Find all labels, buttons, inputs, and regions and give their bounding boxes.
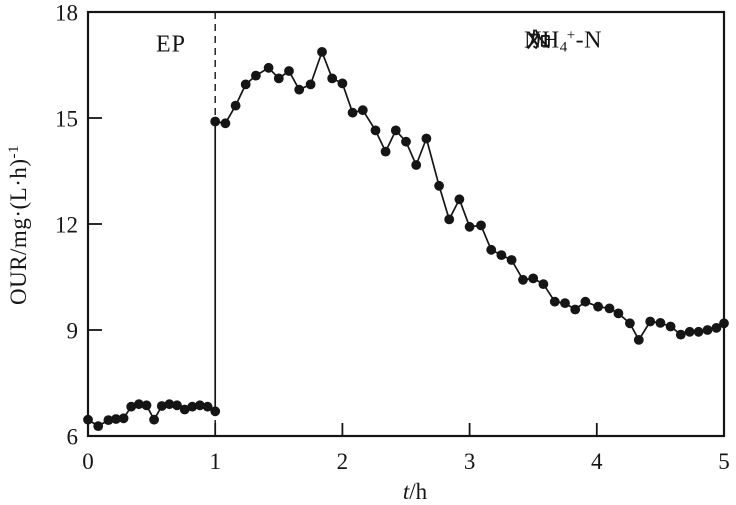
our-data-point xyxy=(179,404,190,415)
our-data-point xyxy=(580,296,591,307)
y-tick-label: 12 xyxy=(55,213,78,238)
our-data-point xyxy=(337,78,348,89)
our-series-line xyxy=(87,51,725,427)
our-data-point xyxy=(444,214,455,225)
x-tick-label: 1 xyxy=(209,449,221,474)
y-tick-label: 6 xyxy=(67,425,79,450)
our-data-point xyxy=(390,125,401,136)
our-data-point xyxy=(357,105,368,116)
our-data-point xyxy=(347,107,358,118)
our-data-point xyxy=(560,298,570,308)
x-axis-title-variable: t xyxy=(402,479,410,504)
our-data-point xyxy=(570,304,581,315)
our-data-point xyxy=(625,318,635,329)
our-data-point xyxy=(172,400,182,411)
x-tick-label: 4 xyxy=(591,449,603,474)
x-tick-label: 2 xyxy=(337,449,349,474)
our-data-point xyxy=(156,401,167,411)
dose-label-mid: -N xyxy=(575,27,602,54)
our-data-point xyxy=(496,250,507,260)
our-data-point xyxy=(149,414,160,425)
our-data-point xyxy=(370,125,381,136)
our-data-point xyxy=(518,274,528,285)
our-data-point xyxy=(411,160,422,170)
our-data-point xyxy=(263,62,274,73)
x-tick-label: 0 xyxy=(82,449,94,474)
y-tick-label: 9 xyxy=(67,319,79,344)
our-data-point xyxy=(434,180,444,191)
ammonium-addition-label: NH4+-N xyxy=(524,28,602,57)
y-tick-label: 15 xyxy=(55,107,78,132)
our-data-point xyxy=(633,335,644,345)
y-axis-title-exponent: -1 xyxy=(6,144,22,159)
x-axis-title: t/h xyxy=(403,479,427,505)
our-data-point xyxy=(454,194,465,205)
our-data-point xyxy=(220,118,231,129)
our-data-point xyxy=(380,146,391,157)
our-data-point xyxy=(317,47,327,57)
our-data-point xyxy=(665,321,676,332)
our-data-point xyxy=(645,316,656,327)
dose-label-superscript: + xyxy=(566,27,576,44)
our-data-point xyxy=(549,296,560,307)
our-data-point xyxy=(604,303,615,314)
our-data-point xyxy=(164,399,175,410)
our-data-point xyxy=(195,400,205,411)
our-data-point xyxy=(111,414,121,424)
our-data-point xyxy=(693,326,704,337)
our-data-point xyxy=(327,73,338,84)
our-data-point xyxy=(711,323,722,333)
our-data-point xyxy=(719,318,729,329)
our-data-point xyxy=(187,401,198,412)
our-data-point xyxy=(305,79,316,90)
our-data-point xyxy=(103,415,114,425)
x-axis-title-unit: /h xyxy=(409,479,428,504)
our-data-point xyxy=(593,301,603,312)
our-data-point xyxy=(464,221,475,232)
our-data-point xyxy=(401,136,411,147)
our-data-point xyxy=(210,116,221,127)
our-data-point xyxy=(83,414,93,425)
cjk-glyph-ru xyxy=(526,29,550,49)
plot-frame xyxy=(86,10,726,438)
our-data-point xyxy=(655,318,666,328)
our-data-point xyxy=(476,220,486,231)
our-data-point xyxy=(538,279,549,289)
our-data-point xyxy=(210,406,221,417)
our-data-point xyxy=(284,66,294,76)
our-data-point xyxy=(684,326,695,337)
our-data-point xyxy=(134,399,144,410)
x-tick-label: 3 xyxy=(464,449,476,474)
our-data-point xyxy=(294,84,305,95)
y-axis-title-main: OUR/mg·(L·h) xyxy=(6,158,31,306)
our-data-point xyxy=(486,244,497,255)
our-data-point xyxy=(126,401,137,412)
our-data-point xyxy=(240,79,251,90)
our-data-point xyxy=(528,273,539,284)
our-data-point xyxy=(93,421,104,431)
y-tick-label: 18 xyxy=(55,1,78,26)
our-data-point xyxy=(251,70,261,81)
our-data-point xyxy=(230,100,241,111)
our-data-point xyxy=(506,255,517,265)
our-data-point xyxy=(675,329,686,340)
ep-phase-label: EP xyxy=(155,31,187,58)
our-data-point xyxy=(613,308,624,319)
dose-label-subscript: 4 xyxy=(559,39,568,56)
our-data-point xyxy=(118,413,129,424)
our-data-point xyxy=(141,400,152,411)
y-axis-title: OUR/mg·(L·h)-1 xyxy=(6,145,32,305)
our-data-point xyxy=(702,325,713,335)
our-data-point xyxy=(421,133,432,144)
our-data-point xyxy=(273,73,284,84)
x-tick-label: 5 xyxy=(718,449,730,474)
our-data-point xyxy=(202,401,213,412)
